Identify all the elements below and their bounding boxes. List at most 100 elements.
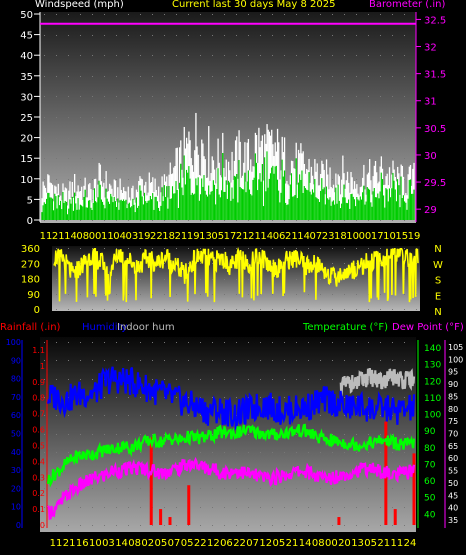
grid-dot — [260, 294, 261, 295]
grid-dot — [188, 117, 189, 118]
humidity-line — [46, 366, 416, 431]
dewpoint-axis-label: Dew Point (°F) — [392, 322, 464, 333]
grid-dot — [344, 138, 345, 139]
dewpoint-y-axis: 105 100 95 90 85 80 75 70 65 60 55 50 45 40 35 — [444, 340, 463, 528]
grid-dot — [56, 415, 57, 416]
grid-dot — [164, 415, 165, 416]
grid-dot — [200, 96, 201, 97]
grid-dot — [140, 35, 141, 36]
grid-dot — [104, 488, 105, 489]
grid-dot — [68, 488, 69, 489]
humidity-tick-label: 40 — [11, 448, 21, 457]
grid-dot — [176, 14, 177, 15]
climate-x-tick-label: 03 — [102, 538, 115, 549]
grid-dot — [164, 379, 165, 380]
grid-dot — [140, 342, 141, 343]
grid-dot — [140, 158, 141, 159]
grid-dot — [236, 248, 237, 249]
wind-x-axis: 11 21 14 08 00 11 04 03 19 22 18 21 19 13 05 17 21 21 14 06… — [40, 231, 421, 242]
grid-dot — [248, 35, 249, 36]
grid-dot — [284, 35, 285, 36]
barometer-tick-label: 29.5 — [424, 178, 446, 189]
grid-dot — [176, 294, 177, 295]
grid-dot — [260, 96, 261, 97]
wind-x-tick-label: 11 — [101, 231, 114, 242]
grid-dot — [68, 179, 69, 180]
grid-dot — [260, 397, 261, 398]
grid-dot — [344, 488, 345, 489]
humidity-tick-label: 100 — [6, 338, 21, 347]
wind-x-tick-label: 14 — [260, 231, 273, 242]
grid-dot — [152, 117, 153, 118]
climate-x-tick-label: 13 — [351, 538, 364, 549]
dewpoint-tick-label: 90 — [448, 380, 458, 389]
grid-dot — [116, 117, 117, 118]
grid-dot — [56, 138, 57, 139]
grid-dot — [152, 35, 153, 36]
grid-dot — [116, 14, 117, 15]
grid-dot — [260, 220, 261, 221]
grid-dot — [308, 76, 309, 77]
grid-dot — [176, 96, 177, 97]
grid-dot — [128, 360, 129, 361]
grid-dot — [140, 55, 141, 56]
grid-dot — [308, 342, 309, 343]
climate-x-tick-label: 05 — [155, 538, 168, 549]
grid-dot — [152, 294, 153, 295]
climate-x-tick-label: 08 — [128, 538, 141, 549]
grid-dot — [116, 294, 117, 295]
grid-dot — [56, 360, 57, 361]
grid-dot — [296, 14, 297, 15]
grid-dot — [272, 360, 273, 361]
grid-dot — [224, 360, 225, 361]
grid-dot — [320, 138, 321, 139]
grid-dot — [68, 452, 69, 453]
grid-dot — [200, 379, 201, 380]
grid-dot — [344, 248, 345, 249]
grid-dot — [44, 434, 45, 435]
grid-dot — [212, 248, 213, 249]
temperature-tick-label: 80 — [424, 444, 436, 454]
grid-dot — [332, 220, 333, 221]
grid-dot — [140, 309, 141, 310]
climate-x-tick-label: 11 — [50, 538, 63, 549]
grid-dot — [296, 507, 297, 508]
grid-dot — [92, 199, 93, 200]
grid-dot — [272, 294, 273, 295]
grid-dot — [344, 452, 345, 453]
rain-tick-label: 1 — [40, 362, 45, 371]
grid-dot — [68, 470, 69, 471]
grid-dot — [80, 294, 81, 295]
grid-dot — [56, 14, 57, 15]
grid-dot — [212, 294, 213, 295]
grid-dot — [272, 138, 273, 139]
grid-dot — [416, 248, 417, 249]
dewpoint-tick-label: 70 — [448, 430, 458, 439]
humidity-tick-label: 50 — [11, 430, 21, 439]
barometer-y-axis: 32.5 32 31.5 31 30.5 30 29.5 29 — [415, 12, 446, 222]
grid-dot — [140, 76, 141, 77]
grid-dot — [104, 415, 105, 416]
humidity-tick-label: 70 — [11, 393, 21, 402]
grid-dot — [152, 525, 153, 526]
humidity-tick-label: 60 — [11, 411, 21, 420]
climate-x-tick-label: 05 — [181, 538, 194, 549]
grid-dot — [56, 55, 57, 56]
grid-dot — [56, 452, 57, 453]
rain-bar — [412, 453, 416, 525]
grid-dot — [188, 525, 189, 526]
grid-dot — [368, 415, 369, 416]
grid-dot — [224, 96, 225, 97]
compass-tick-label: N — [434, 307, 441, 318]
grid-dot — [260, 309, 261, 310]
grid-dot — [164, 55, 165, 56]
grid-dot — [284, 397, 285, 398]
grid-dot — [236, 14, 237, 15]
wind-x-tick-label: 04 — [113, 231, 126, 242]
grid-dot — [272, 342, 273, 343]
grid-dot — [332, 55, 333, 56]
grid-dot — [392, 138, 393, 139]
grid-dot — [284, 507, 285, 508]
grid-dot — [116, 397, 117, 398]
